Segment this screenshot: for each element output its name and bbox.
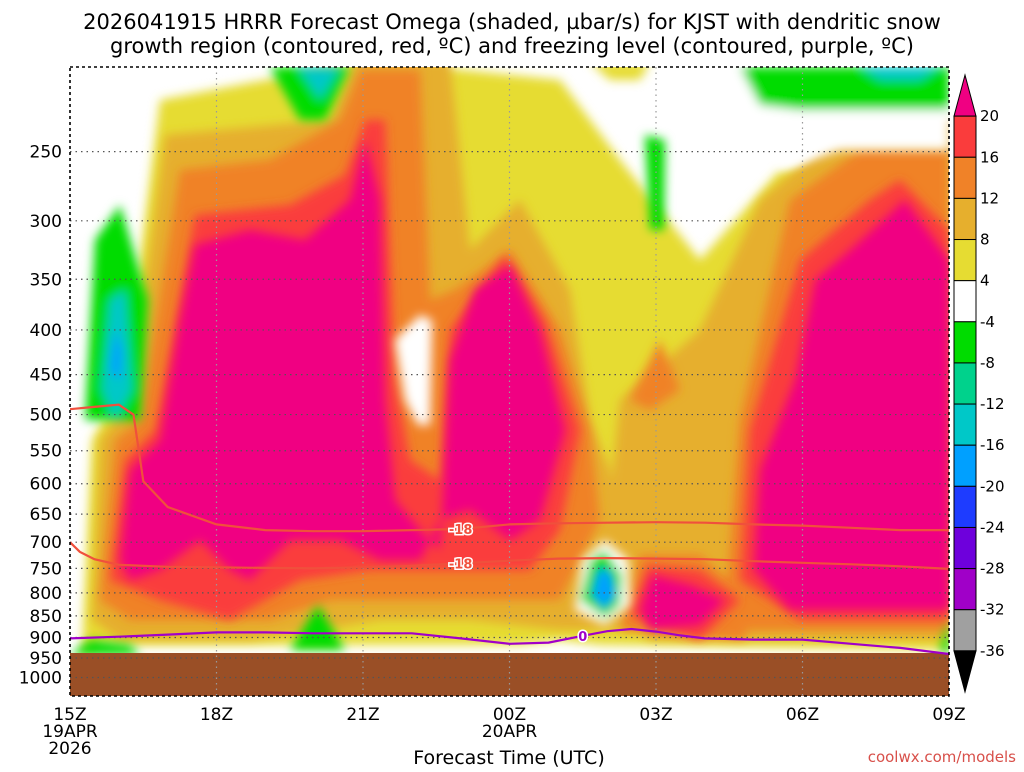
colorbar-segment: [953, 485, 977, 528]
colorbar-segment: [953, 197, 977, 241]
y-tick-label: 250: [30, 143, 62, 163]
y-tick-label: 750: [30, 559, 62, 579]
x-tick-date: 19APR: [42, 722, 98, 742]
dgz-lower-contour: [70, 541, 949, 570]
y-tick-label: 850: [30, 607, 62, 627]
y-axis: 2503003504004505005506006507007508008509…: [19, 143, 62, 689]
colorbar-segment: [953, 239, 977, 282]
freezing-level-contour: [70, 627, 949, 656]
x-tick-year: 2026: [48, 739, 91, 759]
y-tick-label: 650: [30, 505, 62, 525]
y-tick-label: 300: [30, 212, 62, 232]
x-axis-label: Forecast Time (UTC): [413, 747, 604, 768]
colorbar-label: 4: [980, 272, 990, 290]
y-tick-label: 550: [30, 442, 62, 462]
colorbar-segment: [953, 156, 977, 199]
colorbar-segment: [953, 115, 977, 158]
x-tick-date: 20APR: [482, 722, 538, 742]
colorbar-label: -8: [980, 354, 995, 372]
freezing-level-contour-label: 0: [578, 630, 587, 645]
x-tick-label: 09Z: [932, 705, 965, 725]
y-tick-label: 450: [30, 366, 62, 386]
y-tick-label: 1000: [19, 668, 62, 688]
omega-shading-negative: [70, 67, 949, 655]
x-tick-label: 18Z: [200, 705, 233, 725]
colorbar-label: -28: [980, 560, 1005, 578]
colorbar-segment: [953, 362, 977, 405]
colorbar-label: 16: [980, 148, 999, 166]
chart-title-line1: 2026041915 HRRR Forecast Omega (shaded, …: [83, 10, 941, 34]
credit-text: coolwx.com/models: [868, 748, 1016, 766]
y-tick-label: 800: [30, 584, 62, 604]
colorbar-label: 20: [980, 107, 999, 125]
colorbar-label: -24: [980, 518, 1005, 536]
colorbar: -36 -32 -28 -24 -20 -16 -12 -8 -4 4 8 12 16 20: [953, 73, 1005, 694]
colorbar-label: -4: [980, 313, 995, 331]
plot-frame: [69, 66, 950, 697]
y-tick-label: 600: [30, 475, 62, 495]
y-tick-label: 350: [30, 270, 62, 290]
colorbar-segment: [953, 280, 977, 323]
dgz-upper-contour-label: -18: [449, 523, 473, 538]
dgz-upper-contour: [70, 403, 949, 533]
dgz-lower-contour-label: -18: [449, 557, 473, 572]
colorbar-label: -20: [980, 477, 1005, 495]
colorbar-segment: [953, 526, 977, 570]
x-tick-label: 21Z: [346, 705, 379, 725]
colorbar-segment: [953, 403, 977, 446]
colorbar-label: 8: [980, 231, 990, 249]
colorbar-segment: [953, 444, 977, 487]
y-tick-label: 500: [30, 406, 62, 426]
colorbar-label: -16: [980, 436, 1005, 454]
colorbar-label: -32: [980, 601, 1005, 619]
y-tick-label: 400: [30, 321, 62, 341]
x-tick-label: 00Z: [493, 705, 526, 725]
colorbar-label: -12: [980, 395, 1005, 413]
gridlines: [70, 67, 949, 696]
colorbar-segment: [953, 609, 977, 652]
chart-title-line2: growth region (contoured, red, ºC) and f…: [110, 34, 914, 58]
colorbar-arrow-top: [953, 73, 977, 117]
colorbar-segment: [953, 568, 977, 611]
colorbar-label: -36: [980, 642, 1005, 660]
y-tick-label: 950: [30, 649, 62, 669]
x-tick-label: 06Z: [786, 705, 819, 725]
colorbar-arrow-bottom: [953, 650, 977, 694]
y-tick-label: 700: [30, 533, 62, 553]
contour-lines: -18 -18 0: [70, 403, 949, 656]
x-tick-label: 15Z: [53, 705, 86, 725]
x-tick-label: 03Z: [639, 705, 672, 725]
colorbar-label: 12: [980, 189, 999, 207]
colorbar-segment: [953, 321, 977, 364]
y-tick-label: 900: [30, 629, 62, 649]
